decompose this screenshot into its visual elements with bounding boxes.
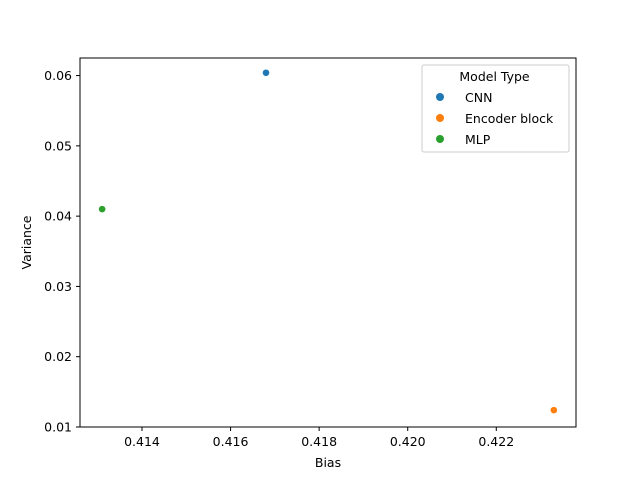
x-tick-label: 0.414 — [124, 434, 160, 449]
legend-title: Model Type — [459, 69, 530, 84]
y-tick-label: 0.01 — [44, 420, 72, 435]
y-axis-ticks: 0.01 0.02 0.03 0.04 0.05 0.06 — [44, 68, 80, 435]
x-tick-label: 0.420 — [390, 434, 426, 449]
y-tick-label: 0.02 — [44, 349, 72, 364]
x-tick-label: 0.422 — [478, 434, 514, 449]
y-tick-label: 0.06 — [44, 68, 72, 83]
legend-entry-label: MLP — [465, 132, 491, 147]
legend-marker — [436, 114, 444, 122]
legend-marker — [436, 93, 444, 101]
y-axis-label: Variance — [19, 215, 34, 269]
legend-entry-label: CNN — [465, 90, 492, 105]
plot-frame — [79, 57, 577, 428]
x-axis-ticks: 0.414 0.416 0.418 0.420 0.422 — [124, 427, 514, 449]
plot-border — [79, 57, 577, 428]
data-point — [549, 406, 558, 415]
data-point — [262, 68, 270, 77]
legend-marker — [436, 135, 444, 143]
y-tick-label: 0.04 — [44, 209, 72, 224]
legend-box — [421, 64, 570, 153]
data-point — [98, 205, 107, 214]
data-points — [98, 68, 558, 415]
y-tick-label: 0.05 — [44, 138, 72, 153]
x-tick-label: 0.416 — [213, 434, 249, 449]
legend-entry-label: Encoder block — [465, 111, 554, 126]
x-axis-label: Bias — [315, 455, 341, 470]
legend: Model Type CNN Encoder block MLP — [421, 64, 570, 153]
x-tick-label: 0.418 — [301, 434, 337, 449]
y-tick-label: 0.03 — [44, 279, 72, 294]
